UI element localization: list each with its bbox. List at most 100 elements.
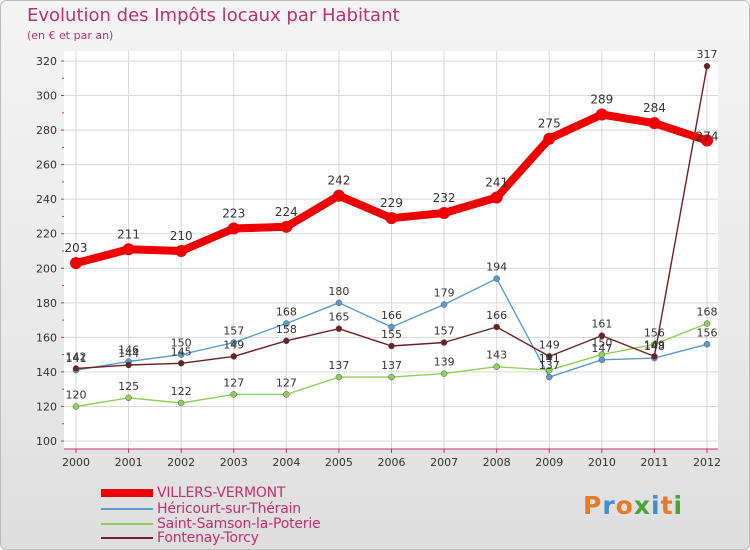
data-point <box>546 353 553 360</box>
data-point <box>283 337 290 345</box>
data-label: 179 <box>434 287 455 300</box>
legend-label: Fontenay-Torcy <box>157 530 259 546</box>
data-point <box>125 361 132 369</box>
data-label: 139 <box>434 356 455 369</box>
chart-title: Evolution des Impôts locaux par Habitant <box>27 5 400 26</box>
x-tick-label: 2001 <box>115 456 143 469</box>
data-point <box>177 399 185 407</box>
data-point <box>703 341 711 348</box>
data-point <box>546 366 553 374</box>
data-point <box>388 342 395 350</box>
data-label: 120 <box>66 388 87 401</box>
data-label: 157 <box>223 325 244 338</box>
data-label: 127 <box>223 376 244 389</box>
data-point <box>72 365 80 372</box>
y-tick-label: 200 <box>36 262 57 275</box>
logo-letter: r <box>602 491 616 520</box>
data-point <box>335 325 343 332</box>
data-label: 210 <box>170 229 193 243</box>
data-point <box>332 189 345 202</box>
data-point <box>490 191 503 204</box>
y-tick-label: 180 <box>36 297 57 310</box>
y-tick-label: 240 <box>36 193 57 206</box>
data-point <box>440 370 448 377</box>
data-point <box>283 391 290 398</box>
data-point <box>230 391 237 398</box>
legend-item-saint-samson-la-poterie: Saint-Samson-la-Poterie <box>101 516 321 532</box>
data-label: 232 <box>433 191 456 205</box>
y-tick-label: 160 <box>36 331 57 344</box>
data-label: 137 <box>328 359 349 372</box>
data-point <box>70 257 82 270</box>
x-tick-label: 2005 <box>325 456 353 469</box>
data-label: 161 <box>591 318 612 331</box>
x-tick-label: 2000 <box>62 456 90 469</box>
data-label: 144 <box>118 347 139 360</box>
data-label: 125 <box>118 380 139 393</box>
data-point <box>493 323 500 331</box>
legend-label: Saint-Samson-la-Poterie <box>157 516 321 532</box>
data-label: 165 <box>328 311 349 324</box>
data-label: 142 <box>66 350 87 363</box>
data-point <box>651 353 658 360</box>
legend-item-hericourt-sur-therain: Héricourt-sur-Thérain <box>101 501 301 517</box>
legend-label: Héricourt-sur-Thérain <box>157 501 301 517</box>
data-point <box>175 245 188 257</box>
data-point <box>122 243 135 256</box>
y-tick-label: 260 <box>36 159 57 172</box>
chart-subtitle: (en € et par an) <box>27 29 114 42</box>
data-point <box>227 222 240 235</box>
data-label: 241 <box>485 175 508 189</box>
data-point <box>493 363 500 370</box>
data-point <box>648 117 661 130</box>
data-point <box>388 323 395 331</box>
data-point <box>230 339 237 346</box>
data-point <box>177 360 185 367</box>
data-point <box>546 373 553 381</box>
data-label: 155 <box>381 328 402 341</box>
legend-label: VILLERS-VERMONT <box>157 485 286 501</box>
data-label: 229 <box>380 196 403 210</box>
data-label: 127 <box>276 376 297 389</box>
data-point <box>385 212 398 225</box>
x-tick-label: 2003 <box>220 456 248 469</box>
x-tick-label: 2009 <box>535 456 563 469</box>
data-label: 166 <box>381 309 402 322</box>
data-label: 141 <box>539 352 560 365</box>
data-label: 157 <box>434 325 455 338</box>
data-point <box>703 62 711 70</box>
data-label: 149 <box>539 338 560 351</box>
proxiti-logo: Proxiti <box>583 491 683 520</box>
data-point <box>388 373 395 381</box>
y-tick-label: 280 <box>36 124 57 137</box>
data-label: 317 <box>697 48 718 61</box>
logo-letter: t <box>660 491 674 520</box>
x-tick-label: 2002 <box>167 456 195 469</box>
x-tick-label: 2006 <box>378 456 406 469</box>
data-label: 137 <box>381 359 402 372</box>
data-label: 141 <box>66 352 87 365</box>
y-tick-label: 320 <box>36 55 57 68</box>
data-point <box>438 207 451 219</box>
legend-swatch <box>101 508 153 510</box>
data-point <box>230 353 237 360</box>
data-label: 275 <box>538 117 561 131</box>
x-tick-label: 2008 <box>483 456 511 469</box>
data-point <box>595 108 608 121</box>
data-point <box>177 351 185 358</box>
x-tick-label: 2012 <box>693 456 721 469</box>
data-label: 122 <box>171 385 192 398</box>
data-label: 211 <box>117 227 140 241</box>
legend-swatch <box>101 489 153 497</box>
y-tick-label: 220 <box>36 228 57 241</box>
data-label: 223 <box>222 207 245 221</box>
data-point <box>598 351 606 358</box>
data-label: 194 <box>486 261 507 274</box>
logo-letter: i <box>651 491 661 520</box>
logo-letter: o <box>615 491 634 520</box>
data-label: 150 <box>171 337 192 350</box>
data-label: 168 <box>276 306 297 319</box>
legend-swatch <box>101 537 153 539</box>
data-label: 149 <box>223 338 244 351</box>
